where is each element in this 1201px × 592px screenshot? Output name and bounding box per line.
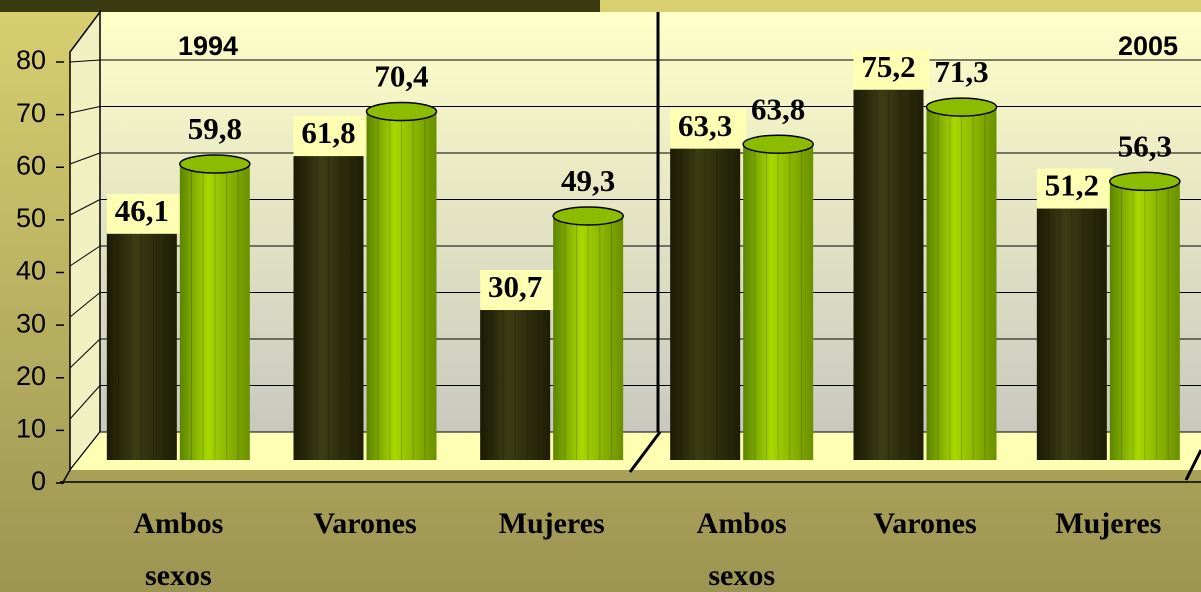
value-label: 49,3 <box>561 163 615 198</box>
value-label: 51,2 <box>1045 168 1099 203</box>
bar <box>1036 206 1107 460</box>
bar-body <box>743 144 814 460</box>
grid-line <box>69 59 101 63</box>
x-tick-label-line: Ambos <box>133 507 223 540</box>
y-tick-label: 20 <box>16 361 46 391</box>
x-tick-label: Varones <box>873 507 976 540</box>
y-tick-label: 70 <box>16 98 46 128</box>
bar-cap <box>552 206 624 226</box>
bar <box>365 101 438 461</box>
x-tick-label: Mujeres <box>1055 507 1161 540</box>
y-tick-label: 30 <box>16 308 46 338</box>
bar-body <box>1109 181 1180 460</box>
bar-cap <box>179 154 251 174</box>
value-label: 71,3 <box>934 54 988 89</box>
value-label: 56,3 <box>1118 128 1172 163</box>
floor-divider <box>628 431 662 473</box>
bar-body <box>366 111 437 461</box>
bar-cap <box>925 97 998 117</box>
value-label-bg <box>293 116 370 157</box>
grid-line <box>69 338 101 369</box>
x-tick-label: Varones <box>313 507 416 540</box>
value-label: 75,2 <box>861 49 915 84</box>
bar-cap <box>365 101 438 122</box>
grid-line <box>69 431 101 471</box>
y-tick-label: 50 <box>16 203 46 233</box>
floor-edge <box>1184 449 1201 481</box>
x-tick-label: Ambos sexos <box>697 507 787 592</box>
grid-line <box>69 292 101 318</box>
value-label: 63,8 <box>751 91 805 126</box>
value-label: 59,8 <box>188 111 242 146</box>
y-tick-label: 40 <box>16 256 46 286</box>
bar <box>552 206 624 460</box>
bar-body <box>926 107 997 460</box>
bar <box>480 308 551 460</box>
value-label-bg <box>1036 168 1113 209</box>
value-label: 70,4 <box>374 59 428 94</box>
value-label: 30,7 <box>488 269 542 304</box>
header-strip <box>0 0 600 12</box>
x-tick-label: Ambos sexos <box>133 507 223 592</box>
bar <box>853 87 924 460</box>
bar-body <box>480 308 551 460</box>
bar <box>670 146 741 461</box>
grid-line <box>69 152 101 165</box>
side-wall <box>69 9 101 473</box>
value-label-bg <box>480 270 557 311</box>
y-tick-label: 80 <box>16 45 46 75</box>
bar-body <box>293 154 364 460</box>
value-label-bg <box>106 193 183 234</box>
grid-line <box>69 199 101 216</box>
x-tick-label: Mujeres <box>499 507 605 540</box>
grid-line <box>69 385 101 420</box>
value-label: 63,3 <box>678 108 732 143</box>
bar <box>106 231 177 460</box>
x-tick-label-line: Ambos <box>697 507 787 540</box>
y-tick-label: 0 <box>31 466 46 496</box>
bar-body <box>1036 206 1107 460</box>
bar-cap <box>1109 171 1181 192</box>
bar-body <box>853 87 924 460</box>
panel-title: 2005 <box>1118 31 1178 61</box>
bar-body <box>553 215 624 460</box>
bar <box>293 154 364 460</box>
bar <box>179 154 251 461</box>
back-wall <box>100 12 1201 432</box>
y-tick-label: 10 <box>16 414 46 444</box>
x-tick-label-line: sexos <box>708 559 775 592</box>
value-label: 46,1 <box>115 193 169 228</box>
bar-body <box>106 231 177 460</box>
bar <box>925 97 998 460</box>
bar <box>1109 171 1181 460</box>
x-tick-label-line: sexos <box>145 559 212 592</box>
grid-line <box>69 106 101 114</box>
grid-line <box>69 245 101 267</box>
bar-cap <box>742 134 814 154</box>
bar-body <box>179 163 250 461</box>
value-label: 61,8 <box>301 115 355 150</box>
value-label-bg <box>670 108 747 149</box>
value-label-bg <box>853 49 930 90</box>
bar <box>742 134 814 460</box>
bar-body <box>670 146 741 461</box>
panel-title: 1994 <box>178 31 238 61</box>
y-tick-label: 60 <box>16 150 46 180</box>
